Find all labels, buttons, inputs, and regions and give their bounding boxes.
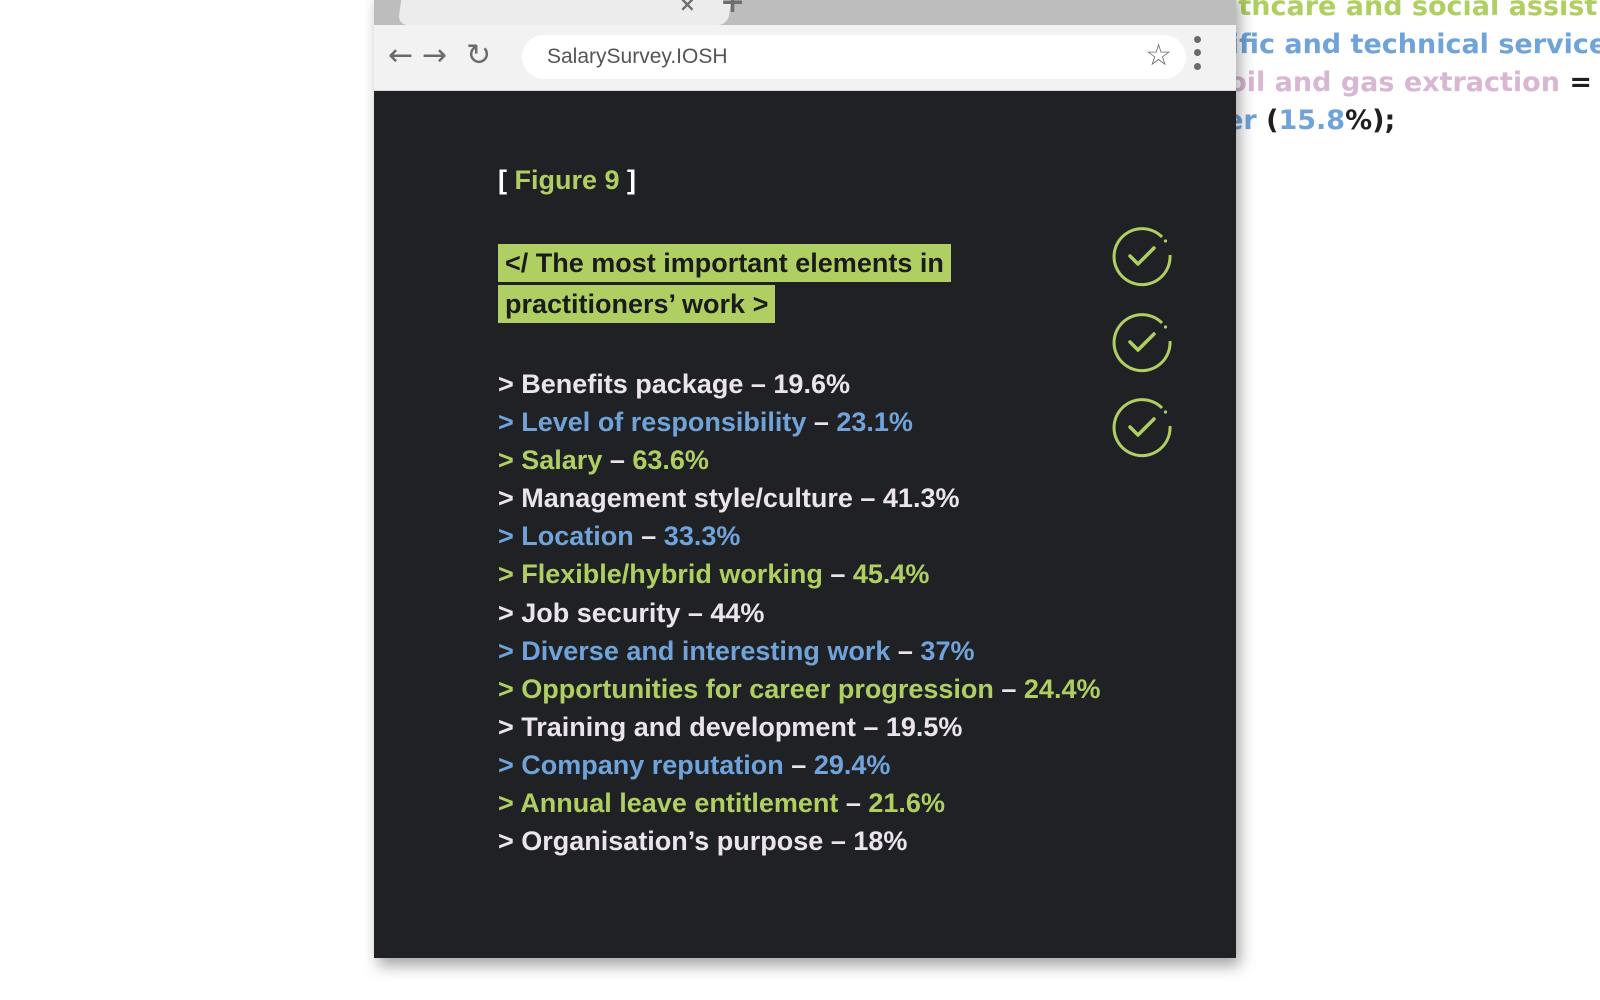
list-item: > Job security – 44% [498,594,1100,632]
new-tab-icon[interactable]: + [720,0,746,20]
item-value: 24.4% [1023,673,1101,704]
browser-toolbar: ← → ↻ SalarySurvey.IOSH ☆ [374,25,1236,91]
browser-window: × + ← → ↻ SalarySurvey.IOSH ☆ [ Figure 9… [374,0,1236,958]
item-label: > Level of responsibility [498,407,807,438]
item-label: > Flexible/hybrid working [498,559,823,590]
tab-strip: × + [374,0,1236,25]
check-circle-icon [1112,227,1172,287]
item-separator: – [852,483,883,514]
list-item: > Benefits package – 19.6% [498,365,1100,403]
list-item: > Company reputation – 29.4% [498,746,1100,784]
list-item: > Diverse and interesting work – 37% [498,632,1100,670]
item-value: 23.1% [836,407,913,438]
item-value: 44% [710,597,765,628]
list-item: > Level of responsibility – 23.1% [498,403,1100,441]
item-value: 19.5% [885,711,963,742]
address-bar[interactable]: SalarySurvey.IOSH ☆ [522,35,1186,79]
forward-arrow-icon[interactable]: → [422,38,448,73]
figure-heading: </ The most important elements in practi… [498,243,998,325]
item-label: > Salary [498,445,603,476]
item-value: 41.3% [882,483,960,514]
list-item: > Management style/culture – 41.3% [498,479,1100,517]
item-value: 33.3% [663,521,741,552]
item-value: 63.6% [632,445,709,476]
item-value: 37% [920,635,975,666]
list-item: > Training and development – 19.5% [498,708,1100,746]
url-text[interactable]: SalarySurvey.IOSH [547,45,728,68]
menu-dots-icon[interactable] [1192,33,1202,73]
list-item: > Annual leave entitlement – 21.6% [498,784,1100,822]
item-separator: – [743,369,774,399]
item-value: 45.4% [852,559,930,590]
item-separator: – [822,559,853,590]
item-separator: – [633,521,664,552]
item-separator: – [783,749,814,780]
item-label: > Location [498,521,634,552]
bg-line-scientific: ientific and technical service [1170,29,1600,60]
item-separator: – [993,673,1024,704]
reload-icon[interactable]: ↻ [466,38,492,73]
close-tab-icon[interactable]: × [679,0,696,16]
check-circle-icon [1112,313,1172,373]
item-value: 29.4% [813,749,891,780]
list-item: > Location – 33.3% [498,517,1100,555]
check-circle-icon [1112,398,1172,458]
list-item: > Salary – 63.6% [498,441,1100,479]
item-value: 19.6% [773,369,850,399]
item-value: 18% [853,826,908,857]
item-separator: – [855,711,886,742]
figure-label: [ Figure 9 ] [498,165,637,195]
item-label: > Job security [498,597,681,628]
list-item: > Opportunities for career progression –… [498,670,1100,708]
item-label: > Annual leave entitlement [498,788,839,819]
item-separator: – [823,826,854,857]
item-label: > Company reputation [498,749,784,780]
item-label: > Opportunities for career progression [498,673,994,704]
item-separator: – [602,445,633,476]
item-separator: – [806,407,837,438]
item-separator: – [680,597,711,628]
list-item: > Flexible/hybrid working – 45.4% [498,555,1100,593]
item-label: > Training and development [498,711,856,742]
back-arrow-icon[interactable]: ← [388,38,414,73]
item-label: > Diverse and interesting work [498,635,891,666]
item-separator: – [890,635,921,666]
item-label: > Benefits package [498,369,744,399]
item-value: 21.6% [868,788,945,819]
elements-list: > Benefits package – 19.6% > Level of res… [498,365,1100,860]
list-item: > Organisation’s purpose – 18% [498,822,1100,860]
bg-line-healthcare: Healthcare and social assist [1170,0,1598,22]
item-label: > Management style/culture [498,483,853,514]
item-label: > Organisation’s purpose [498,826,824,857]
item-separator: – [838,788,869,819]
bookmark-star-icon[interactable]: ☆ [1145,38,1172,73]
page-content: [ Figure 9 ] </ The most important eleme… [374,91,1236,958]
